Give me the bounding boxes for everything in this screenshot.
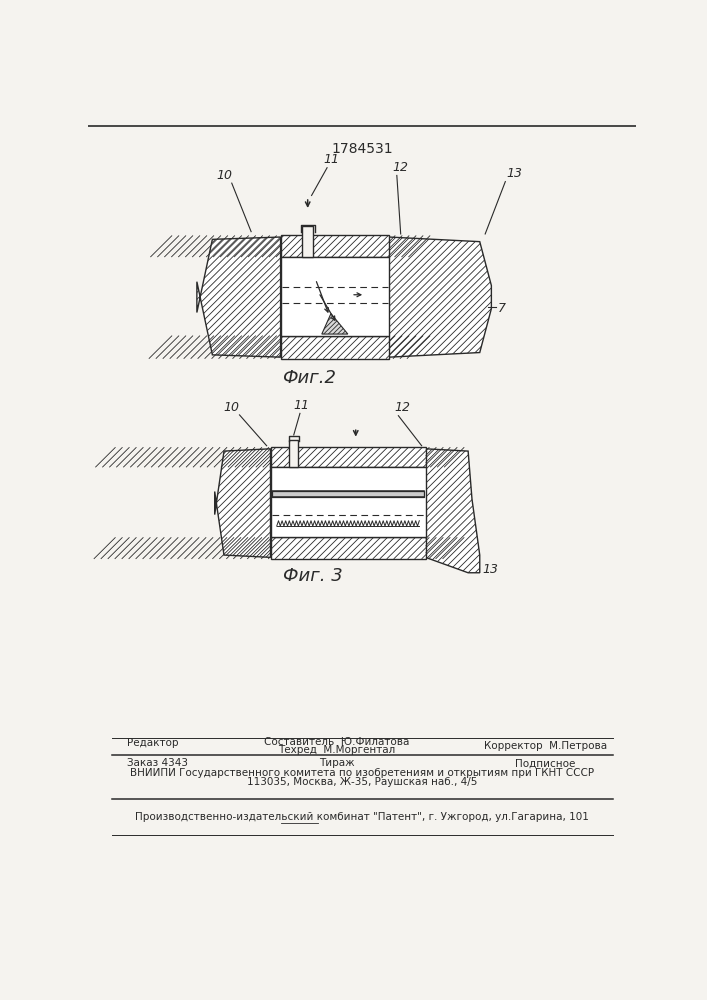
Text: 13: 13: [482, 563, 498, 576]
Polygon shape: [322, 314, 348, 334]
Text: Подписное: Подписное: [515, 758, 575, 768]
Polygon shape: [215, 449, 271, 557]
Bar: [281, 235, 389, 257]
Bar: [281, 336, 389, 359]
Polygon shape: [426, 449, 480, 573]
Bar: [271, 447, 426, 467]
Text: 12: 12: [395, 401, 410, 414]
Text: Корректор  М.Петрова: Корректор М.Петрова: [484, 741, 607, 751]
Polygon shape: [215, 449, 271, 557]
Bar: [271, 537, 426, 559]
Bar: [281, 257, 389, 336]
Text: Фиг.2: Фиг.2: [282, 369, 337, 387]
Text: Составитель  Ю.Филатова: Составитель Ю.Филатова: [264, 737, 409, 747]
Text: Техред  М.Моргентал: Техред М.Моргентал: [278, 745, 395, 755]
Text: 11: 11: [293, 399, 310, 412]
Text: 13: 13: [507, 167, 523, 180]
Bar: [271, 447, 426, 467]
Text: 1784531: 1784531: [331, 142, 393, 156]
Polygon shape: [322, 314, 348, 334]
Text: 113035, Москва, Ж-35, Раушская наб., 4/5: 113035, Москва, Ж-35, Раушская наб., 4/5: [247, 777, 477, 787]
Polygon shape: [197, 237, 281, 357]
Polygon shape: [197, 237, 281, 357]
Polygon shape: [389, 237, 491, 357]
Bar: [272, 491, 424, 497]
Bar: [289, 440, 298, 467]
Bar: [303, 226, 313, 257]
Text: Тираж: Тираж: [319, 758, 354, 768]
Bar: [271, 467, 426, 537]
Text: Производственно-издательский комбинат "Патент", г. Ужгород, ул.Гагарина, 101: Производственно-издательский комбинат "П…: [135, 812, 589, 822]
Text: Редактор: Редактор: [127, 738, 179, 748]
Text: 12: 12: [392, 161, 409, 174]
Bar: [281, 336, 389, 359]
Text: 10: 10: [223, 401, 240, 414]
Polygon shape: [426, 449, 480, 573]
Text: Заказ 4343: Заказ 4343: [127, 758, 188, 768]
Text: Фиг. 3: Фиг. 3: [284, 567, 343, 585]
Text: 10: 10: [216, 169, 232, 182]
Text: ВНИИПИ Государственного комитета по изобретениям и открытиям при ГКНТ СССР: ВНИИПИ Государственного комитета по изоб…: [130, 768, 594, 778]
Bar: [281, 235, 389, 257]
Text: 11: 11: [323, 153, 339, 166]
Bar: [271, 537, 426, 559]
Text: 7: 7: [498, 302, 506, 315]
Polygon shape: [389, 237, 491, 357]
